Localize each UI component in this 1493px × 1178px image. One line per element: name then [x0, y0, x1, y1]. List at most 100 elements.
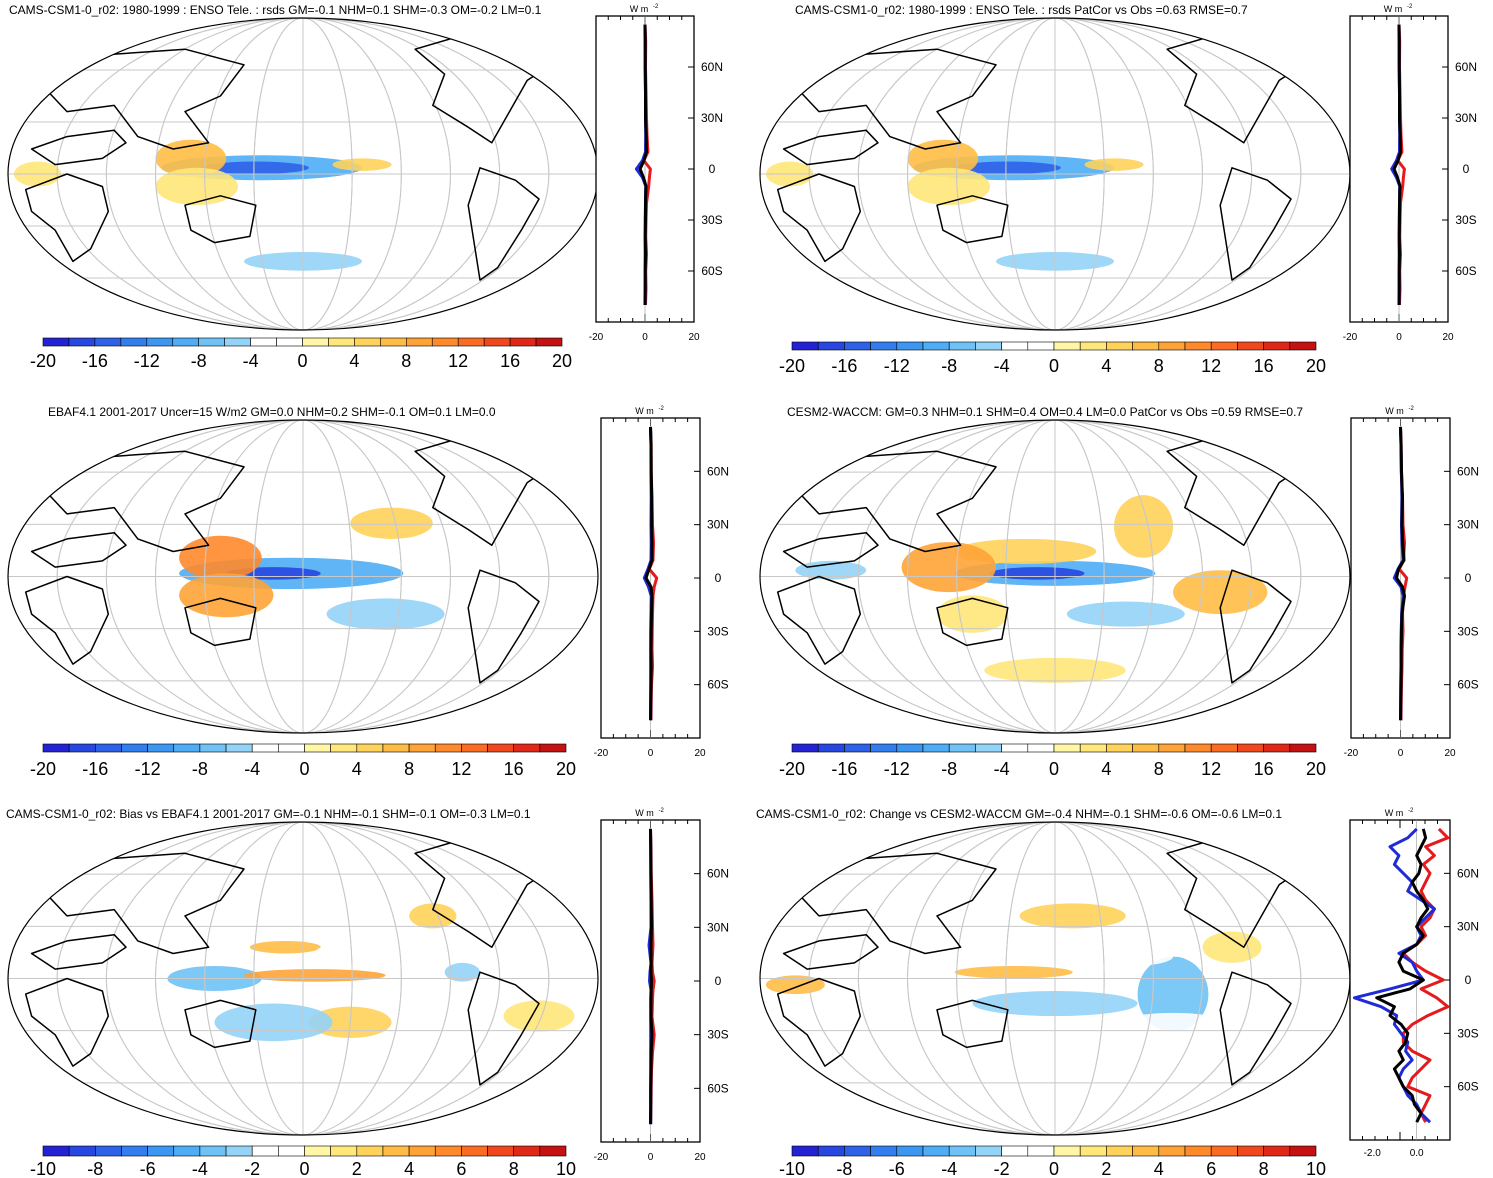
colorbar-segment [304, 743, 331, 753]
meridian-gridline [907, 822, 1203, 1135]
lat-tick-label: 30S [701, 213, 722, 227]
colorbar-tick-label: -20 [30, 759, 56, 779]
unit-exponent: -2 [659, 406, 665, 412]
panel-2-title: CAMS-CSM1-0_r02: 1980-1999 : ENSO Tele. … [795, 3, 1248, 17]
colorbar-tick-label: 12 [451, 759, 471, 779]
coastline [30, 933, 127, 970]
colorbar-segment [225, 743, 253, 753]
model-profile-line [1395, 426, 1406, 721]
panel-3-colorbar: -20 -16 -12 -8 -4 0 4 8 12 16 20 [30, 743, 576, 779]
colorbar-segment [487, 743, 514, 753]
colorbar-segment [896, 1145, 924, 1157]
panel-1-title: CAMS-CSM1-0_r02: 1980-1999 : ENSO Tele. … [9, 3, 542, 17]
other-profile-line [1352, 827, 1436, 1124]
colorbar-segment [120, 337, 148, 347]
colorbar-segment [121, 743, 148, 753]
colorbar-segment [975, 341, 1002, 351]
colorbar-segment [172, 337, 200, 347]
colorbar-segment [431, 337, 459, 347]
unit-label: W m [1385, 406, 1404, 416]
colorbar-tick-label: 20 [1306, 759, 1326, 779]
colorbar-tick-label: -4 [244, 759, 260, 779]
colorbar-segment [844, 743, 871, 753]
colorbar-segment [457, 337, 485, 347]
colorbar-segment [844, 1145, 871, 1157]
colorbar-segment [1210, 341, 1238, 351]
unit-label: W m [630, 4, 649, 14]
colorbar-tick-label: -4 [192, 1159, 208, 1178]
meridian-gridline [155, 18, 451, 330]
colorbar-segment [173, 1145, 201, 1157]
colorbar-segment [328, 337, 355, 347]
panel-3-map [7, 419, 599, 734]
x-tick-label: -20 [1343, 332, 1358, 343]
colorbar-tick-label: -16 [82, 351, 108, 371]
colorbar-tick-label: -4 [994, 759, 1010, 779]
colorbar-tick-label: 20 [552, 351, 572, 371]
anomaly-region [249, 940, 321, 954]
lat-tick-label: 0 [715, 974, 722, 988]
colorbar-segment [225, 1145, 253, 1157]
colorbar-tick-label: 2 [352, 1159, 362, 1178]
colorbar-segment [1132, 1145, 1160, 1157]
colorbar-tick-label: 0 [299, 759, 309, 779]
colorbar-tick-label: 8 [404, 759, 414, 779]
colorbar-segment [434, 743, 462, 753]
colorbar-tick-label: 0 [1049, 356, 1059, 376]
lat-tick-label: 60S [1457, 1080, 1478, 1094]
coastline [36, 48, 245, 150]
colorbar-segment [330, 1145, 358, 1157]
colorbar-tick-label: -8 [941, 356, 957, 376]
colorbar-segment [121, 1145, 148, 1157]
colorbar-tick-label: 20 [1306, 356, 1326, 376]
anomaly-region [120, 217, 191, 237]
colorbar-segment [791, 743, 819, 753]
x-tick-label: 20 [1444, 748, 1456, 759]
anomaly-region [937, 595, 1008, 633]
lat-tick-label: 0 [1465, 571, 1472, 585]
map-border [7, 821, 599, 1136]
model-profile-line [1375, 828, 1430, 1123]
lat-tick-label: 30N [707, 518, 729, 532]
x-tick-label: 0 [648, 748, 654, 759]
lat-tick-label: 30S [707, 1028, 728, 1042]
colorbar-tick-label: -4 [243, 351, 259, 371]
colorbar-segment [1184, 743, 1212, 753]
meridian-gridline [956, 822, 1154, 1135]
colorbar-segment [356, 743, 384, 753]
colorbar-tick-label: -6 [889, 1159, 905, 1178]
coastline [30, 129, 127, 166]
coastline [184, 195, 257, 244]
meridian-gridline [56, 420, 550, 733]
panel-2-colorbar: -20 -16 -12 -8 -4 0 4 8 12 16 20 [779, 341, 1326, 376]
panel-1-zonal-profile: W m -2 60N 30N 0 30S 60S -20 0 20 [589, 4, 723, 343]
colorbar-segment [354, 337, 381, 347]
colorbar-segment [199, 1145, 227, 1157]
x-tick-label: -2.0 [1364, 1148, 1382, 1159]
colorbar-tick-label: -16 [831, 759, 857, 779]
colorbar-segment [1132, 341, 1160, 351]
meridian-gridline [204, 822, 402, 1135]
colorbar-segment [1132, 743, 1160, 753]
panel-1-colorbar: -20 -16 -12 -8 -4 0 4 8 12 16 20 [30, 337, 572, 371]
colorbar-segment [1237, 743, 1264, 753]
colorbar-segment [1106, 1145, 1133, 1157]
colorbar-segment [948, 743, 976, 753]
colorbar-segment [1210, 743, 1238, 753]
lat-tick-label: 60S [1457, 678, 1478, 692]
colorbar-segment [844, 341, 871, 351]
colorbar-segment [95, 743, 122, 753]
colorbar-segment [1001, 341, 1029, 351]
anomaly-region [243, 969, 386, 982]
coastline [184, 999, 257, 1049]
meridian-gridline [253, 18, 353, 330]
anomaly-region [1114, 495, 1173, 558]
colorbar-tick-label: -2 [994, 1159, 1010, 1178]
colorbar-segment [380, 337, 407, 347]
colorbar-tick-label: -12 [884, 759, 910, 779]
colorbar-segment [330, 743, 358, 753]
x-tick-label: 20 [688, 332, 700, 343]
x-tick-label: 20 [1442, 332, 1454, 343]
colorbar-tick-label: 0 [299, 1159, 309, 1178]
x-tick-label: 0 [648, 1152, 654, 1163]
